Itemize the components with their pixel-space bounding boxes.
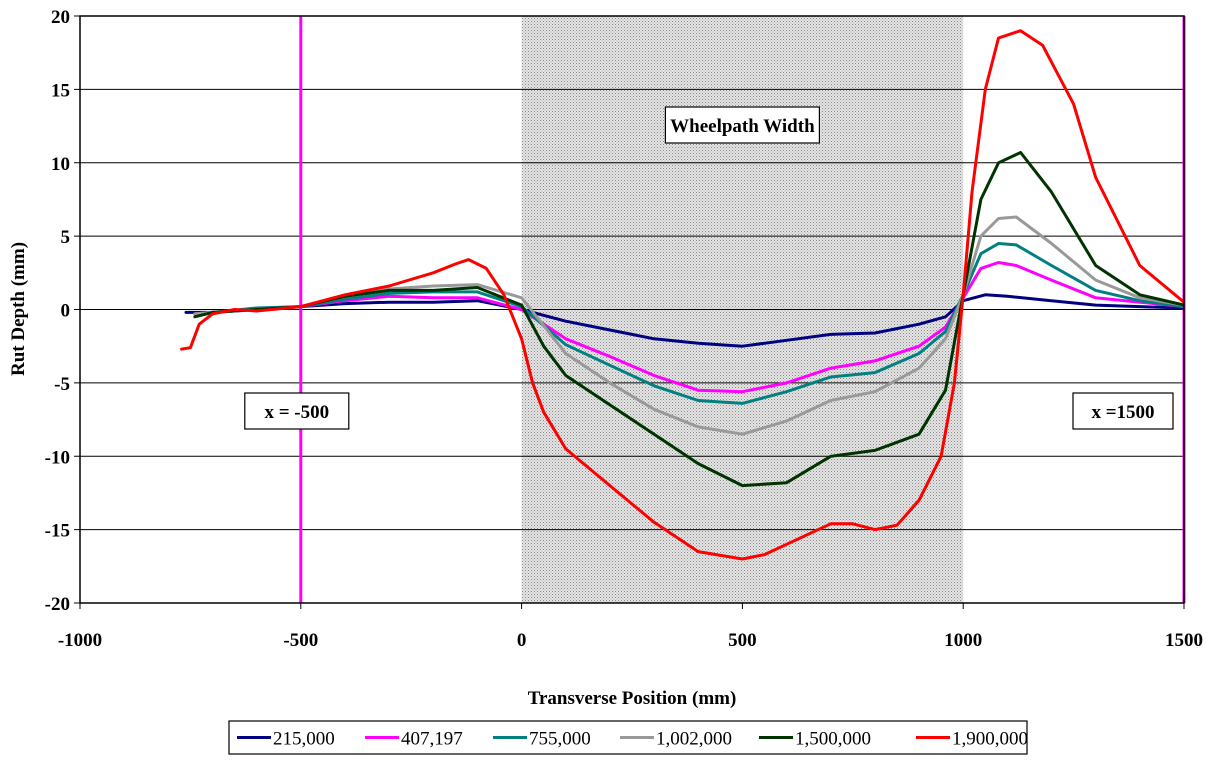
y-tick-label: -20	[45, 594, 70, 615]
legend-entry-label: 755,000	[529, 729, 591, 750]
x-minus-500-label-label: x = -500	[264, 402, 329, 423]
x-1500-label-label: x =1500	[1091, 402, 1154, 423]
wheelpath-width-label-label: Wheelpath Width	[670, 116, 815, 137]
y-tick-label: 5	[61, 227, 71, 248]
x-axis-title: Transverse Position (mm)	[528, 688, 737, 709]
y-tick-label: -15	[45, 521, 70, 542]
x-minus-500-label: x = -500	[244, 392, 350, 430]
y-tick-label: -5	[54, 374, 70, 395]
series-line-215000	[184, 293, 1184, 348]
x-tick-label: 1000	[944, 630, 982, 651]
x-tick-label: -1000	[58, 630, 102, 651]
legend-entry-label: 1,900,000	[952, 729, 1028, 750]
legend-entry-label: 1,002,000	[656, 729, 732, 750]
x-tick-label: 1500	[1165, 630, 1203, 651]
y-tick-label: -10	[45, 447, 70, 468]
legend-entry-label: 215,000	[273, 729, 335, 750]
series-line-1500000	[193, 151, 1184, 488]
y-tick-label: 20	[51, 7, 70, 28]
legend-entry-label: 1,500,000	[795, 729, 871, 750]
y-tick-label: 15	[51, 80, 70, 101]
x-1500-label: x =1500	[1072, 392, 1174, 430]
x-tick-label: -500	[283, 630, 318, 651]
legend: 215,000 407,197 755,000 1,002,000 1,500,000 1…	[228, 720, 1028, 755]
y-axis-title: Rut Depth (mm)	[8, 242, 29, 376]
y-tick-label: 0	[61, 301, 71, 322]
x-tick-label: 0	[517, 630, 527, 651]
y-tick-label: 10	[51, 154, 70, 175]
legend-entry-label: 407,197	[401, 729, 463, 750]
series-line-755000	[193, 242, 1184, 405]
series-line-1900000	[180, 29, 1184, 561]
series-line-407197	[193, 261, 1184, 394]
wheelpath-width-label: Wheelpath Width	[664, 106, 821, 144]
x-tick-label: 500	[728, 630, 757, 651]
